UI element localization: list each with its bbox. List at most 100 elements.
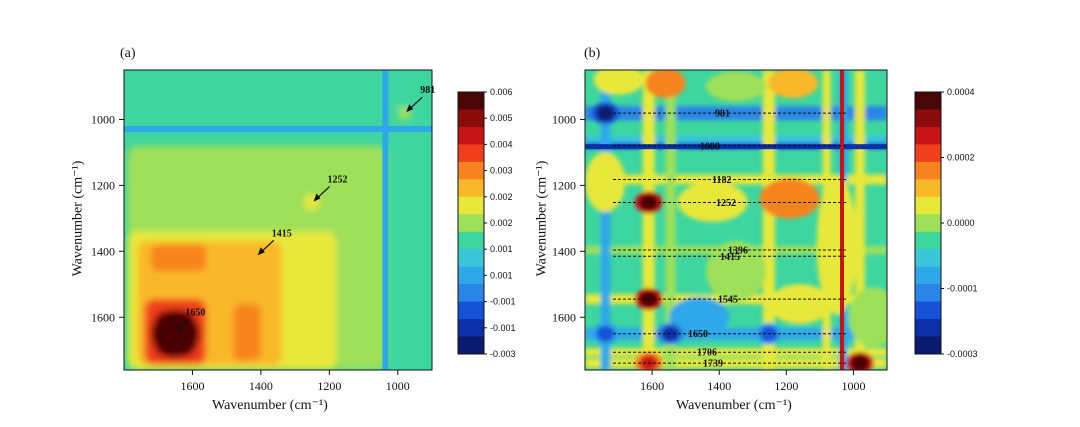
patch (816, 174, 857, 315)
colorbar-swatch (915, 126, 941, 145)
colorbar-swatch (458, 214, 484, 233)
y-tick-label: 1600 (552, 310, 576, 324)
colorbar-swatch (915, 92, 941, 110)
annotation-label: 1650 (185, 308, 205, 319)
colorbar-swatch (915, 249, 941, 268)
peak-core (596, 325, 615, 342)
colorbar-swatch (915, 301, 941, 320)
x-tick-label: 1200 (774, 379, 798, 393)
annotation-label: 1739 (703, 359, 723, 370)
colorbar-swatch (458, 284, 484, 303)
colorbar-swatch (915, 336, 941, 355)
colorbar-swatch (915, 284, 941, 303)
patch (768, 70, 819, 99)
patch (677, 181, 748, 222)
colorbar-swatch (458, 196, 484, 215)
heatmap-a (124, 70, 432, 370)
cross-1450-1650 (151, 244, 207, 272)
x-tick-label: 1600 (180, 379, 204, 393)
y-tick-label: 1000 (552, 112, 576, 126)
plot-frame-0 (123, 69, 433, 371)
colorbar-tick-label: -0.0001 (947, 284, 978, 294)
x-tick-label: 1400 (707, 379, 731, 393)
colorbar-swatch (458, 109, 484, 128)
patch (593, 70, 644, 95)
colorbar-swatch (915, 196, 941, 215)
y-tick-label: 1000 (91, 112, 115, 126)
spot-1220-1630 (305, 304, 337, 351)
panel-label-a: (a) (120, 46, 136, 61)
colorbar-tick-label: 0.0002 (947, 153, 975, 163)
colorbar-tick-label: -0.001 (490, 323, 516, 333)
x-tick-label: 1400 (249, 379, 273, 393)
column-981 (854, 70, 865, 370)
colorbar-tick-label: 0.004 (490, 139, 513, 149)
plot-frame-1 (584, 69, 888, 371)
annotation-label: 981 (715, 109, 730, 120)
heatmap-field (124, 70, 432, 370)
annotation-label: 1182 (712, 175, 731, 186)
y-tick-label: 1400 (91, 244, 115, 258)
colorbar-swatch (915, 319, 941, 338)
patch (759, 178, 820, 219)
colorbar-swatch (458, 319, 484, 338)
stripe-1040 (840, 70, 845, 370)
peak-1650-core (151, 309, 200, 358)
colorbar-swatch (458, 179, 484, 198)
column-1545 (665, 70, 676, 370)
stripe-1080 (585, 144, 887, 150)
colorbar-tick-label: 0.001 (490, 270, 513, 280)
annotation-arrowhead (406, 104, 414, 113)
panel-label-b: (b) (584, 46, 601, 61)
patch (706, 71, 766, 102)
colorbar-tick-label: 0.001 (490, 244, 513, 254)
patch (645, 70, 686, 99)
colorbar-swatch (915, 214, 941, 233)
colorbar-swatch (915, 161, 941, 180)
peak-core (596, 105, 615, 122)
line-vertical-1030 (382, 70, 389, 370)
colorbar-tick-label: 0.0000 (947, 218, 975, 228)
x-tick-label: 1600 (640, 379, 664, 393)
colorbar-swatch (915, 109, 941, 128)
heatmap-b (585, 70, 887, 370)
y-tick-label: 1600 (91, 310, 115, 324)
annotation-label: 1415 (720, 252, 740, 263)
annotation-label: 981 (420, 85, 435, 96)
colorbar-swatch (915, 144, 941, 163)
annotation-arrowhead (257, 247, 265, 256)
annotation-label: 1252 (328, 175, 348, 186)
annotation-arrowhead (313, 193, 321, 202)
annotation-label: 1252 (716, 198, 736, 209)
band-top (124, 70, 432, 107)
patch (669, 297, 730, 338)
colorbar-swatch (458, 266, 484, 285)
line-horizontal-1030 (124, 126, 432, 133)
column-1739 (600, 70, 611, 370)
annotation-label: 1706 (697, 348, 717, 359)
x-axis-label-b: Wavenumber (cm⁻¹) (676, 398, 792, 413)
x-tick-label: 1000 (841, 379, 865, 393)
colorbar-tick-label: -0.001 (490, 297, 516, 307)
annotation-label: 1396 (728, 246, 748, 257)
patch (585, 152, 626, 213)
annotation-label: 1545 (718, 295, 738, 306)
colorbar-tick-label: 0.003 (490, 166, 513, 176)
band-1060 (585, 135, 887, 144)
y-tick-label: 1400 (552, 244, 576, 258)
colorbar-swatch (915, 179, 941, 198)
colorbar-tick-label: 0.006 (490, 87, 513, 97)
colorbar-swatch (458, 336, 484, 355)
annotation-label: 1650 (688, 329, 708, 340)
colorbar-swatch (458, 301, 484, 320)
colorbar-swatch (915, 266, 941, 285)
column-1610 (642, 70, 655, 370)
patch (769, 284, 830, 325)
colorbar-tick-label: 0.002 (490, 192, 513, 202)
peak-core (639, 355, 658, 370)
colorbar-tick-label: 0.002 (490, 218, 513, 228)
y-tick-label: 1200 (91, 178, 115, 192)
annotation-label: 1080 (700, 141, 720, 152)
cross-1650-1450 (233, 304, 261, 361)
